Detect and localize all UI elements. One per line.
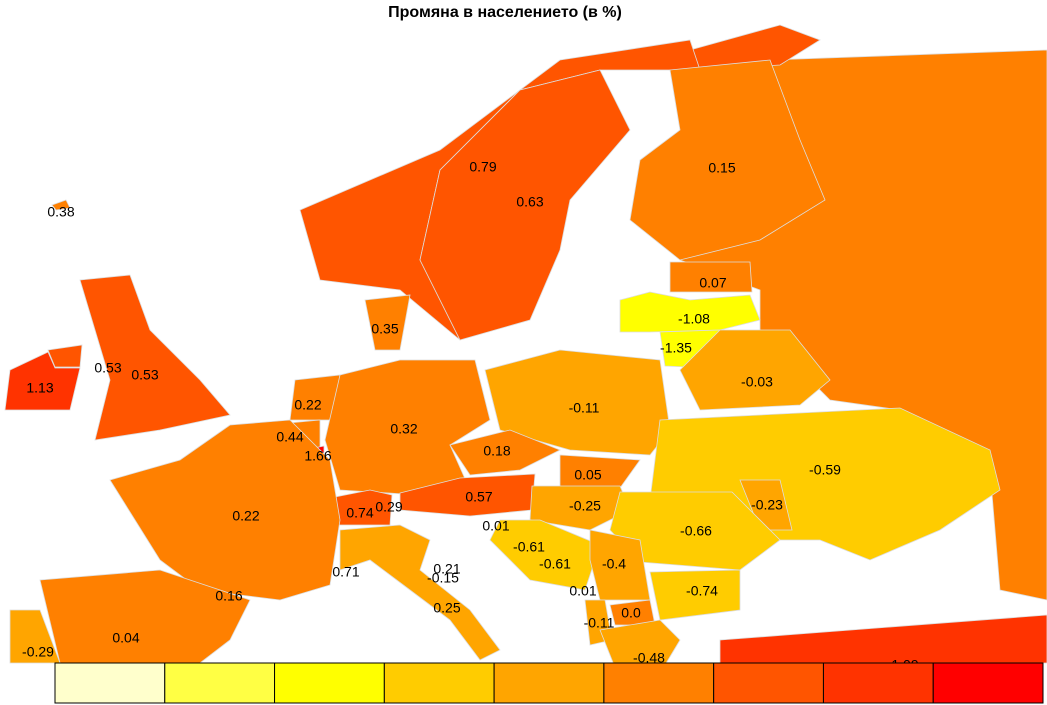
- legend-swatch: [603, 662, 715, 704]
- region: [364, 294, 411, 351]
- legend-swatch: [493, 662, 605, 704]
- region: [419, 69, 631, 341]
- region-label: 0.74: [346, 505, 373, 521]
- region-label: -0.25: [569, 498, 601, 514]
- region-label: 0.32: [390, 421, 417, 437]
- region-label: 0.38: [47, 204, 74, 220]
- map-title: Промяна в населението (в %): [388, 4, 622, 21]
- region-label: 0.44: [276, 429, 303, 445]
- region-label: 0.35: [371, 321, 398, 337]
- legend-swatch: [932, 662, 1044, 704]
- region: [679, 329, 831, 411]
- region-label: 0.16: [215, 588, 242, 604]
- region-label: -1.35: [660, 340, 692, 356]
- region: [629, 59, 826, 261]
- region: [489, 519, 601, 591]
- region: [449, 429, 561, 476]
- region-label: 0.21: [433, 561, 460, 577]
- region-label: -0.11: [584, 615, 615, 631]
- region-label: -0.29: [22, 644, 54, 660]
- region-label: 0.05: [574, 467, 601, 483]
- region-label: 0.53: [94, 360, 121, 376]
- region-label: -0.61: [513, 539, 545, 555]
- region: [79, 274, 231, 441]
- region-label: -0.03: [741, 374, 773, 390]
- region-label: 0.57: [465, 489, 492, 505]
- region: [4, 351, 81, 411]
- region: [719, 614, 1047, 664]
- region-label: 0.63: [516, 194, 543, 210]
- legend-swatch: [822, 662, 934, 704]
- region: [529, 485, 631, 531]
- region-label: 0.53: [131, 367, 158, 383]
- region-label: 1.66: [304, 448, 331, 464]
- region: [109, 419, 341, 601]
- region-label: -0.59: [809, 462, 841, 478]
- region-label: -0.15: [427, 570, 459, 586]
- region-label: 0.79: [469, 159, 496, 175]
- region: [619, 291, 761, 333]
- region: [589, 529, 651, 601]
- legend-swatch: [164, 662, 276, 704]
- region-label: 0.22: [294, 397, 321, 413]
- region-label: 1.13: [26, 380, 53, 396]
- region: [669, 261, 753, 293]
- region: [324, 359, 491, 496]
- legend-swatch: [383, 662, 495, 704]
- region-label: 0.71: [332, 564, 359, 580]
- region: [47, 344, 83, 368]
- region-label: 0.01: [569, 583, 596, 599]
- region-label: 0.15: [708, 160, 735, 176]
- region-label: 0.25: [433, 600, 460, 616]
- region-label: -0.61: [539, 556, 571, 572]
- legend-swatch: [274, 662, 385, 704]
- region-label: -0.66: [680, 523, 712, 539]
- region-label: -0.23: [751, 497, 783, 513]
- region-label: -0.48: [633, 650, 665, 666]
- region-label: -0.11: [569, 400, 600, 416]
- region-label: 0.07: [699, 275, 726, 291]
- region-label: 0.22: [232, 508, 259, 524]
- region: [339, 524, 501, 661]
- legend-swatch: [54, 662, 166, 704]
- region-label: 0.01: [482, 518, 509, 534]
- region-label: 0.18: [483, 443, 510, 459]
- region-label: 0.29: [375, 499, 402, 515]
- region-label: -0.74: [686, 583, 718, 599]
- region: [649, 569, 741, 621]
- region-label: 0.0: [621, 605, 641, 621]
- legend-swatch: [713, 662, 824, 704]
- region-label: -1.08: [678, 311, 710, 327]
- region-label: -0.4: [602, 556, 626, 572]
- region: [51, 199, 71, 211]
- region-label: 0.04: [112, 630, 139, 646]
